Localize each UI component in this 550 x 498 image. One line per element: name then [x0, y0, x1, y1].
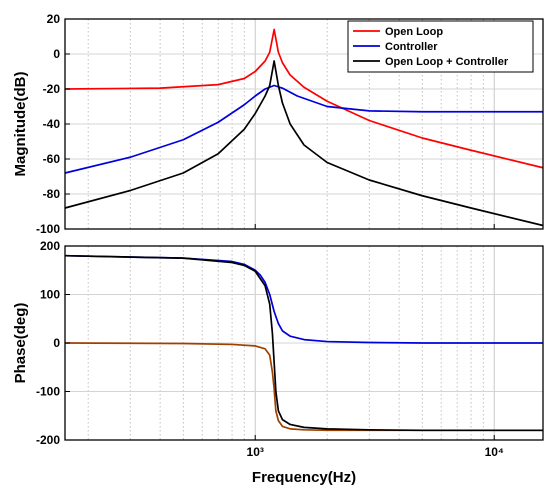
- y-tick-label: -60: [43, 152, 61, 166]
- y-tick-label: 20: [47, 12, 61, 26]
- legend-entry: Controller: [385, 41, 438, 53]
- legend-entry: Open Loop: [385, 26, 443, 38]
- y-tick-label: -100: [36, 385, 60, 399]
- y-tick-label: 100: [40, 288, 60, 302]
- y-axis-label: Phase(deg): [12, 303, 29, 384]
- series-line-open-loop-controller: [64, 60, 544, 227]
- series-line-open-loop: [64, 28, 544, 169]
- panel-magnitude: 20 0 -20 -40 -60 -80 -100 Magnitude(dB) Open Loo…: [12, 12, 544, 236]
- legend: Open Loop Controller Open Loop + Controlle…: [347, 20, 534, 73]
- x-tick-label: 10³: [247, 445, 264, 459]
- y-tick-label: 200: [40, 239, 60, 253]
- y-tick-label: -100: [36, 222, 60, 236]
- y-tick-label: -40: [43, 117, 61, 131]
- y-tick-label: -200: [36, 433, 60, 447]
- y-tick-label: -20: [43, 82, 61, 96]
- y-tick-label: 0: [53, 47, 60, 61]
- x-axis-label: Frequency(Hz): [252, 469, 356, 486]
- y-axis-label: Magnitude(dB): [12, 72, 29, 177]
- series-line-open-loop: [64, 342, 543, 432]
- series-line-open-loop-controller: [64, 254, 543, 432]
- series-line-controller: [64, 254, 543, 344]
- y-tick-label: 0: [53, 336, 60, 350]
- legend-entry: Open Loop + Controller: [385, 56, 509, 68]
- panel-phase: 200 100 0 -100 -200 Phase(deg) 10³ 10⁴ Frequency…: [12, 239, 544, 486]
- y-tick-label: -80: [43, 187, 61, 201]
- x-tick-label: 10⁴: [485, 445, 504, 459]
